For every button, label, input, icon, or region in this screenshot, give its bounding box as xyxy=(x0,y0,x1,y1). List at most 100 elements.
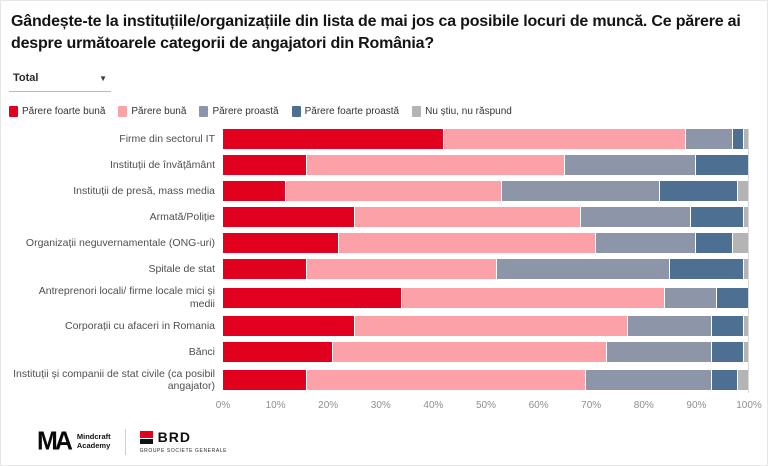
bar-segment[interactable] xyxy=(733,233,749,254)
bar-segment[interactable] xyxy=(223,341,334,362)
bar-segment[interactable] xyxy=(338,233,597,254)
bar-segment[interactable] xyxy=(743,341,749,362)
legend-item[interactable]: Părere foarte proastă xyxy=(291,106,400,118)
axis-tick-label: 50% xyxy=(475,399,497,411)
bar-segment[interactable] xyxy=(738,370,749,391)
bar-track xyxy=(223,181,749,202)
bar-segment[interactable] xyxy=(223,207,355,228)
bar-segment[interactable] xyxy=(717,287,749,308)
chart-row: Spitale de stat xyxy=(11,259,749,280)
bar-segment[interactable] xyxy=(691,207,744,228)
bar-segment[interactable] xyxy=(286,181,502,202)
row-label: Firme din sectorul IT xyxy=(119,133,215,145)
bar-segment[interactable] xyxy=(696,155,749,176)
bar-segment[interactable] xyxy=(712,341,744,362)
axis-tick-label: 30% xyxy=(370,399,391,411)
bar-segment[interactable] xyxy=(223,155,308,176)
axis-tick-label: 40% xyxy=(423,399,444,411)
bar-segment[interactable] xyxy=(743,129,749,150)
axis-tick-label: 60% xyxy=(528,399,549,411)
axis-tick-label: 20% xyxy=(318,399,339,411)
mindcraft-name-line2: Academy xyxy=(76,440,111,450)
bar-segment[interactable] xyxy=(596,233,697,254)
legend-swatch-icon xyxy=(9,106,18,118)
axis-tick-label: 80% xyxy=(633,399,654,411)
bar-segment[interactable] xyxy=(496,259,671,280)
bar-segment[interactable] xyxy=(501,181,660,202)
chart-title: Gândește-te la instituțiile/organizațiil… xyxy=(11,13,741,52)
brd-logo-text: BRD xyxy=(157,429,191,445)
chart-row: Firme din sectorul IT xyxy=(11,129,749,150)
bar-segment[interactable] xyxy=(443,129,686,150)
bar-segment[interactable] xyxy=(738,181,749,202)
bar-segment[interactable] xyxy=(733,129,744,150)
bar-segment[interactable] xyxy=(354,315,629,336)
bar-segment[interactable] xyxy=(743,315,749,336)
legend-item[interactable]: Părere proastă xyxy=(199,106,279,118)
legend-label: Părere bună xyxy=(131,106,187,118)
bar-segment[interactable] xyxy=(223,233,339,254)
bar-segment[interactable] xyxy=(712,370,739,391)
mindcraft-logo: MA xyxy=(37,426,73,456)
row-label: Spitale de stat xyxy=(148,263,215,275)
legend-item[interactable]: Nu știu, nu răspund xyxy=(412,106,512,118)
legend-label: Părere foarte proastă xyxy=(304,106,400,118)
row-label: Armată/Poliție xyxy=(149,211,215,223)
chart-row: Instituții și companii de stat civile (c… xyxy=(11,368,749,393)
bar-segment[interactable] xyxy=(223,287,402,308)
bar-segment[interactable] xyxy=(685,129,734,150)
mindcraft-logo-text: Mindcraft Academy xyxy=(76,432,111,450)
brd-subtitle: GROUPE SOCIETE GENERALE xyxy=(139,448,228,454)
legend-swatch-icon xyxy=(118,106,128,118)
legend-label: Părere foarte bună xyxy=(22,106,106,118)
bar-segment[interactable] xyxy=(307,370,586,391)
bar-track xyxy=(223,155,749,176)
legend-item[interactable]: Părere foarte bună xyxy=(9,106,106,118)
bar-segment[interactable] xyxy=(401,287,665,308)
axis-tick-label: 10% xyxy=(265,399,286,411)
bar-track xyxy=(223,287,749,308)
bar-segment[interactable] xyxy=(307,155,565,176)
bar-segment[interactable] xyxy=(585,370,713,391)
bar-segment[interactable] xyxy=(223,129,444,150)
bar-track xyxy=(223,370,749,391)
row-label: Instituții de presă, mass media xyxy=(73,185,215,197)
bar-segment[interactable] xyxy=(628,315,713,336)
bar-track xyxy=(223,233,749,254)
chart-row: Corporații cu afaceri in Romania xyxy=(11,315,749,336)
bar-segment[interactable] xyxy=(712,315,744,336)
bar-segment[interactable] xyxy=(223,259,308,280)
bar-segment[interactable] xyxy=(664,287,718,308)
bar-segment[interactable] xyxy=(743,207,749,228)
bar-segment[interactable] xyxy=(564,155,697,176)
legend-swatch-icon xyxy=(199,106,209,118)
axis-tick-label: 90% xyxy=(686,399,707,411)
filter-dropdown[interactable]: Total ▼ xyxy=(9,67,111,93)
bar-segment[interactable] xyxy=(696,233,734,254)
filter-value: Total xyxy=(13,72,39,85)
bar-segment[interactable] xyxy=(670,259,744,280)
bar-segment[interactable] xyxy=(743,259,749,280)
brd-logo: BRD GROUPE SOCIETE GENERALE xyxy=(139,429,228,454)
row-label: Bănci xyxy=(188,345,215,358)
legend-item[interactable]: Părere bună xyxy=(118,106,187,118)
axis-tick-label: 100% xyxy=(736,399,762,411)
bar-segment[interactable] xyxy=(659,181,739,202)
logo-divider xyxy=(124,428,126,455)
bar-track xyxy=(223,129,749,150)
bar-segment[interactable] xyxy=(223,181,287,202)
bar-segment[interactable] xyxy=(307,259,497,280)
chart-row: Antreprenori locali/ firme locale mici ș… xyxy=(11,285,749,310)
legend: Părere foarte bună Părere bună Părere proa… xyxy=(9,106,767,118)
bar-segment[interactable] xyxy=(223,315,355,336)
legend-label: Părere proastă xyxy=(212,106,279,118)
gridline-100 xyxy=(748,129,749,394)
bar-segment[interactable] xyxy=(333,341,607,362)
legend-swatch-icon xyxy=(291,106,301,118)
bar-segment[interactable] xyxy=(354,207,581,228)
bar-segment[interactable] xyxy=(223,370,308,391)
bar-segment[interactable] xyxy=(606,341,713,362)
bar-segment[interactable] xyxy=(580,207,692,228)
row-label: Organizații neguvernamentale (ONG-uri) xyxy=(25,237,215,249)
